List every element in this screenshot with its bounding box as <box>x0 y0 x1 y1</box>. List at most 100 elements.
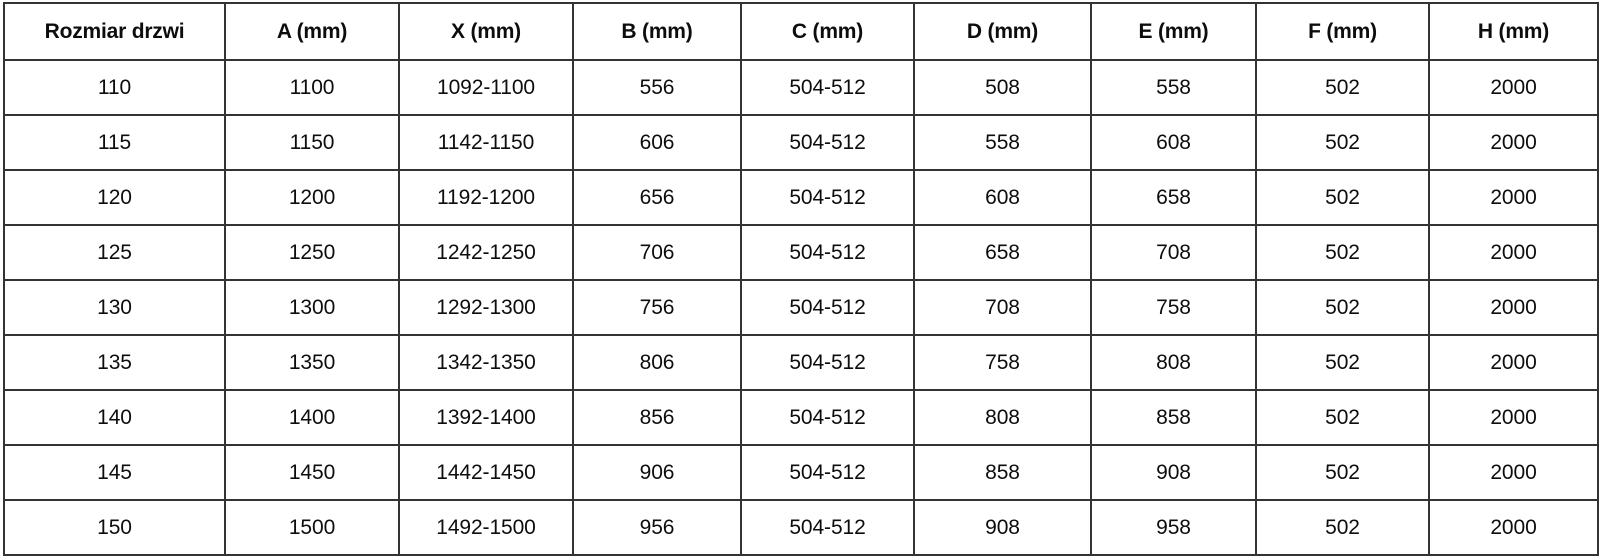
table-cell: 2000 <box>1428 169 1599 226</box>
table-cell: 908 <box>1090 444 1257 501</box>
table-cell: 502 <box>1255 169 1430 226</box>
table-cell: 808 <box>913 389 1092 446</box>
table-cell: 1292-1300 <box>398 279 574 336</box>
table-cell: 504-512 <box>740 279 915 336</box>
table-cell: 1342-1350 <box>398 334 574 391</box>
table-cell: 806 <box>572 334 742 391</box>
table-cell: 502 <box>1255 444 1430 501</box>
table-cell: 608 <box>1090 114 1257 171</box>
table-row: 110 1100 1092-1100 556 504-512 508 558 502 2000 <box>3 59 1599 116</box>
cell-door-size: 125 <box>3 224 226 281</box>
table-cell: 504-512 <box>740 444 915 501</box>
column-header-5: D (mm) <box>913 2 1092 61</box>
table-cell: 502 <box>1255 224 1430 281</box>
table-cell: 2000 <box>1428 444 1599 501</box>
table-cell: 658 <box>1090 169 1257 226</box>
table-cell: 504-512 <box>740 389 915 446</box>
table-cell: 1350 <box>224 334 400 391</box>
table-cell: 1200 <box>224 169 400 226</box>
table-cell: 808 <box>1090 334 1257 391</box>
column-header-4: C (mm) <box>740 2 915 61</box>
table-header: Rozmiar drzwi A (mm) X (mm) B (mm) C (mm) D (… <box>3 2 1599 61</box>
table-cell: 2000 <box>1428 499 1599 556</box>
cell-door-size: 135 <box>3 334 226 391</box>
table-cell: 1150 <box>224 114 400 171</box>
table-cell: 958 <box>1090 499 1257 556</box>
table-cell: 1100 <box>224 59 400 116</box>
table-row: 145 1450 1442-1450 906 504-512 858 908 502 2000 <box>3 444 1599 501</box>
table-cell: 504-512 <box>740 59 915 116</box>
table-cell: 502 <box>1255 389 1430 446</box>
table-cell: 1442-1450 <box>398 444 574 501</box>
column-header-0: Rozmiar drzwi <box>3 2 226 61</box>
column-header-8: H (mm) <box>1428 2 1599 61</box>
table-cell: 556 <box>572 59 742 116</box>
table-cell: 656 <box>572 169 742 226</box>
specification-table-container: Rozmiar drzwi A (mm) X (mm) B (mm) C (mm) D (… <box>3 2 1599 556</box>
table-cell: 708 <box>1090 224 1257 281</box>
table-cell: 906 <box>572 444 742 501</box>
table-body: 110 1100 1092-1100 556 504-512 508 558 502 2000 1… <box>3 59 1599 556</box>
table-row: 125 1250 1242-1250 706 504-512 658 708 502 2000 <box>3 224 1599 281</box>
table-cell: 2000 <box>1428 334 1599 391</box>
table-cell: 1492-1500 <box>398 499 574 556</box>
table-cell: 558 <box>1090 59 1257 116</box>
cell-door-size: 150 <box>3 499 226 556</box>
table-cell: 504-512 <box>740 224 915 281</box>
table-cell: 504-512 <box>740 169 915 226</box>
cell-door-size: 110 <box>3 59 226 116</box>
table-cell: 756 <box>572 279 742 336</box>
column-header-6: E (mm) <box>1090 2 1257 61</box>
table-cell: 858 <box>913 444 1092 501</box>
cell-door-size: 140 <box>3 389 226 446</box>
cell-door-size: 120 <box>3 169 226 226</box>
table-row: 115 1150 1142-1150 606 504-512 558 608 502 2000 <box>3 114 1599 171</box>
door-size-specification-table: Rozmiar drzwi A (mm) X (mm) B (mm) C (mm) D (… <box>3 2 1599 556</box>
table-row: 150 1500 1492-1500 956 504-512 908 958 502 2000 <box>3 499 1599 556</box>
table-cell: 1300 <box>224 279 400 336</box>
column-header-7: F (mm) <box>1255 2 1430 61</box>
table-cell: 2000 <box>1428 224 1599 281</box>
table-cell: 956 <box>572 499 742 556</box>
table-cell: 508 <box>913 59 1092 116</box>
table-cell: 1450 <box>224 444 400 501</box>
table-cell: 2000 <box>1428 114 1599 171</box>
table-cell: 2000 <box>1428 59 1599 116</box>
table-cell: 502 <box>1255 114 1430 171</box>
table-cell: 502 <box>1255 279 1430 336</box>
table-cell: 504-512 <box>740 499 915 556</box>
table-cell: 502 <box>1255 59 1430 116</box>
table-cell: 2000 <box>1428 279 1599 336</box>
table-cell: 1250 <box>224 224 400 281</box>
table-cell: 1400 <box>224 389 400 446</box>
table-cell: 858 <box>1090 389 1257 446</box>
table-cell: 558 <box>913 114 1092 171</box>
table-cell: 658 <box>913 224 1092 281</box>
table-header-row: Rozmiar drzwi A (mm) X (mm) B (mm) C (mm) D (… <box>3 2 1599 61</box>
table-cell: 504-512 <box>740 334 915 391</box>
table-row: 120 1200 1192-1200 656 504-512 608 658 502 2000 <box>3 169 1599 226</box>
column-header-1: A (mm) <box>224 2 400 61</box>
table-cell: 856 <box>572 389 742 446</box>
table-cell: 1500 <box>224 499 400 556</box>
table-cell: 1192-1200 <box>398 169 574 226</box>
table-cell: 504-512 <box>740 114 915 171</box>
table-cell: 758 <box>1090 279 1257 336</box>
table-cell: 706 <box>572 224 742 281</box>
table-cell: 758 <box>913 334 1092 391</box>
table-cell: 1242-1250 <box>398 224 574 281</box>
table-row: 130 1300 1292-1300 756 504-512 708 758 502 2000 <box>3 279 1599 336</box>
table-cell: 606 <box>572 114 742 171</box>
table-cell: 608 <box>913 169 1092 226</box>
table-cell: 908 <box>913 499 1092 556</box>
table-cell: 502 <box>1255 499 1430 556</box>
table-cell: 1392-1400 <box>398 389 574 446</box>
cell-door-size: 130 <box>3 279 226 336</box>
table-cell: 708 <box>913 279 1092 336</box>
cell-door-size: 145 <box>3 444 226 501</box>
table-row: 135 1350 1342-1350 806 504-512 758 808 502 2000 <box>3 334 1599 391</box>
column-header-2: X (mm) <box>398 2 574 61</box>
table-cell: 2000 <box>1428 389 1599 446</box>
cell-door-size: 115 <box>3 114 226 171</box>
table-row: 140 1400 1392-1400 856 504-512 808 858 502 2000 <box>3 389 1599 446</box>
